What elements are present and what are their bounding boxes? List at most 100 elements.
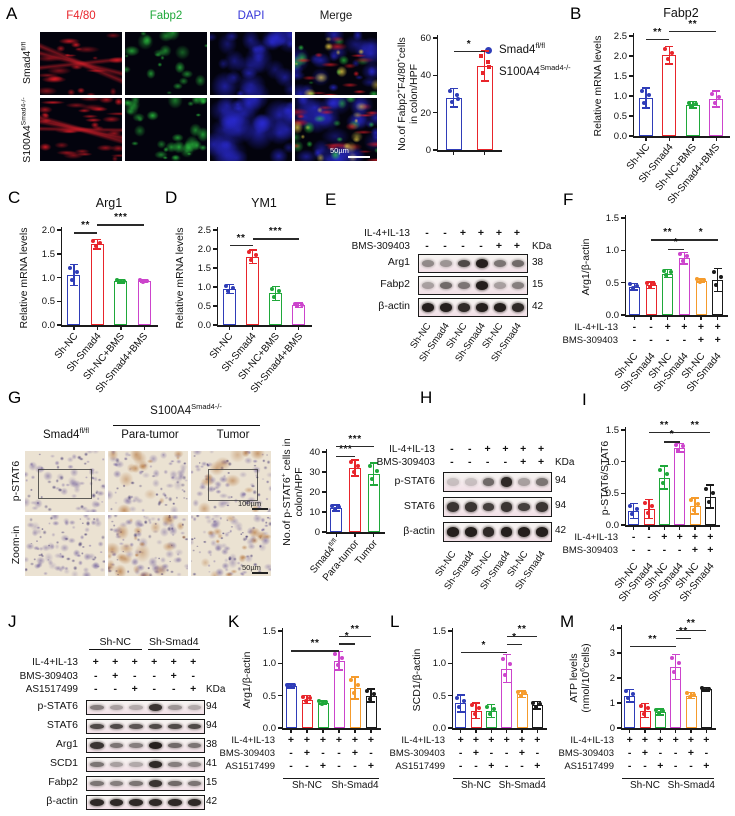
y-tick (321, 531, 326, 533)
data-point (641, 711, 646, 716)
data-point (676, 447, 681, 452)
data-point (531, 700, 536, 705)
error-bar-cap (656, 708, 665, 710)
x-tick (143, 326, 145, 330)
error-bar (338, 651, 340, 670)
kda-value: 42 (206, 795, 218, 807)
data-point (689, 498, 693, 503)
treatment-symbol: - (662, 544, 667, 556)
protein-band (518, 527, 531, 537)
treatment-symbol: + (534, 760, 541, 772)
chart-l-scd1-protein: SCD1/β-actin0.00.51.01.5****IL-4+IL-13++… (390, 603, 570, 816)
treatment-symbol: + (520, 456, 527, 468)
kda-value: 38 (206, 738, 218, 750)
x-tick (632, 526, 635, 530)
treatment-symbol: + (472, 734, 480, 746)
y-tick-label: 40 (420, 70, 431, 82)
protein-band (482, 503, 495, 511)
protein-band (440, 303, 452, 312)
treatment-symbol: + (351, 734, 359, 746)
x-tick (645, 137, 647, 141)
data-point (138, 278, 143, 283)
data-point (223, 283, 228, 288)
treatment-symbol: + (518, 747, 526, 759)
data-point (687, 694, 692, 699)
treatment-symbol: + (691, 544, 699, 556)
significance-label: ** (688, 19, 698, 31)
bar (285, 685, 297, 728)
error-bar-cap (116, 282, 125, 284)
data-point (670, 50, 675, 55)
significance-label: *** (339, 444, 353, 455)
genotype-row-label: Smad4fl/fl (20, 42, 34, 84)
y-tick-label: 10 (309, 507, 320, 518)
data-point (700, 686, 705, 691)
protein-band (168, 723, 182, 730)
significance-line (291, 650, 339, 652)
treatment-symbol: + (367, 760, 375, 772)
y-tick-label: 1.5 (197, 263, 211, 274)
data-point (669, 656, 674, 660)
treatment-symbol: + (484, 443, 491, 455)
x-axis (436, 150, 502, 152)
error-bar-cap (367, 701, 375, 703)
data-point (455, 96, 460, 101)
error-bar (683, 252, 686, 264)
significance-line (506, 643, 522, 646)
protein-band (464, 502, 477, 512)
error-bar (475, 702, 477, 719)
data-point (673, 442, 678, 447)
x-tick (322, 729, 324, 733)
protein-band (494, 303, 506, 312)
x-tick (690, 729, 692, 733)
group-label: Sh-Smad4 (667, 780, 715, 791)
significance-label: ** (659, 419, 669, 431)
y-tick-label: 1.5 (262, 626, 276, 637)
protein-band (129, 704, 143, 711)
treatment-symbol: + (687, 734, 695, 746)
panel-label-c: C (8, 188, 21, 207)
treatment-symbol: + (707, 531, 714, 543)
error-bar (483, 51, 486, 81)
protein-band (168, 761, 182, 768)
data-point (680, 444, 685, 449)
error-bar (452, 88, 455, 108)
data-point (627, 503, 632, 508)
error-bar-cap (625, 688, 634, 690)
blot-strip (86, 700, 205, 715)
significance-label: *** (268, 226, 283, 238)
x-tick (306, 729, 308, 733)
data-point (516, 690, 520, 695)
data-point (337, 505, 342, 510)
data-point (335, 662, 340, 667)
panel-label-l: L (390, 612, 400, 631)
x-tick (716, 316, 719, 320)
protein-band (536, 478, 548, 486)
group-label: Sh-Smad4 (498, 780, 546, 791)
protein-band (458, 281, 470, 290)
protein-band (187, 742, 201, 749)
y-tick-label: 1.0 (41, 272, 55, 284)
kda-header: KDa (555, 457, 575, 468)
y-tick (432, 149, 437, 151)
y-tick (432, 37, 437, 39)
y-tick-label: 1.0 (613, 91, 627, 102)
treatment-symbol: + (488, 734, 495, 746)
y-tick (620, 429, 625, 431)
blot-strip (418, 254, 528, 273)
treatment-symbol: + (170, 669, 177, 682)
y-tick-label: 0 (314, 527, 320, 538)
data-point (349, 460, 353, 465)
protein-band (148, 704, 162, 711)
error-bar-cap (225, 283, 234, 286)
chart-i-pstat6-stat6: p-STAT6/STAT6 0.0 0.5 1.0 1.5 ** * ** IL-4+IL-13… (555, 396, 735, 614)
micrograph-dapi-smad4fl (210, 32, 292, 95)
data-point (91, 238, 96, 243)
y-tick (447, 727, 452, 729)
treatment-symbol: - (289, 760, 293, 772)
data-point (485, 704, 490, 709)
data-point (685, 691, 689, 696)
treatment-symbol: + (335, 734, 343, 746)
data-point (249, 257, 253, 262)
data-point (333, 652, 337, 657)
